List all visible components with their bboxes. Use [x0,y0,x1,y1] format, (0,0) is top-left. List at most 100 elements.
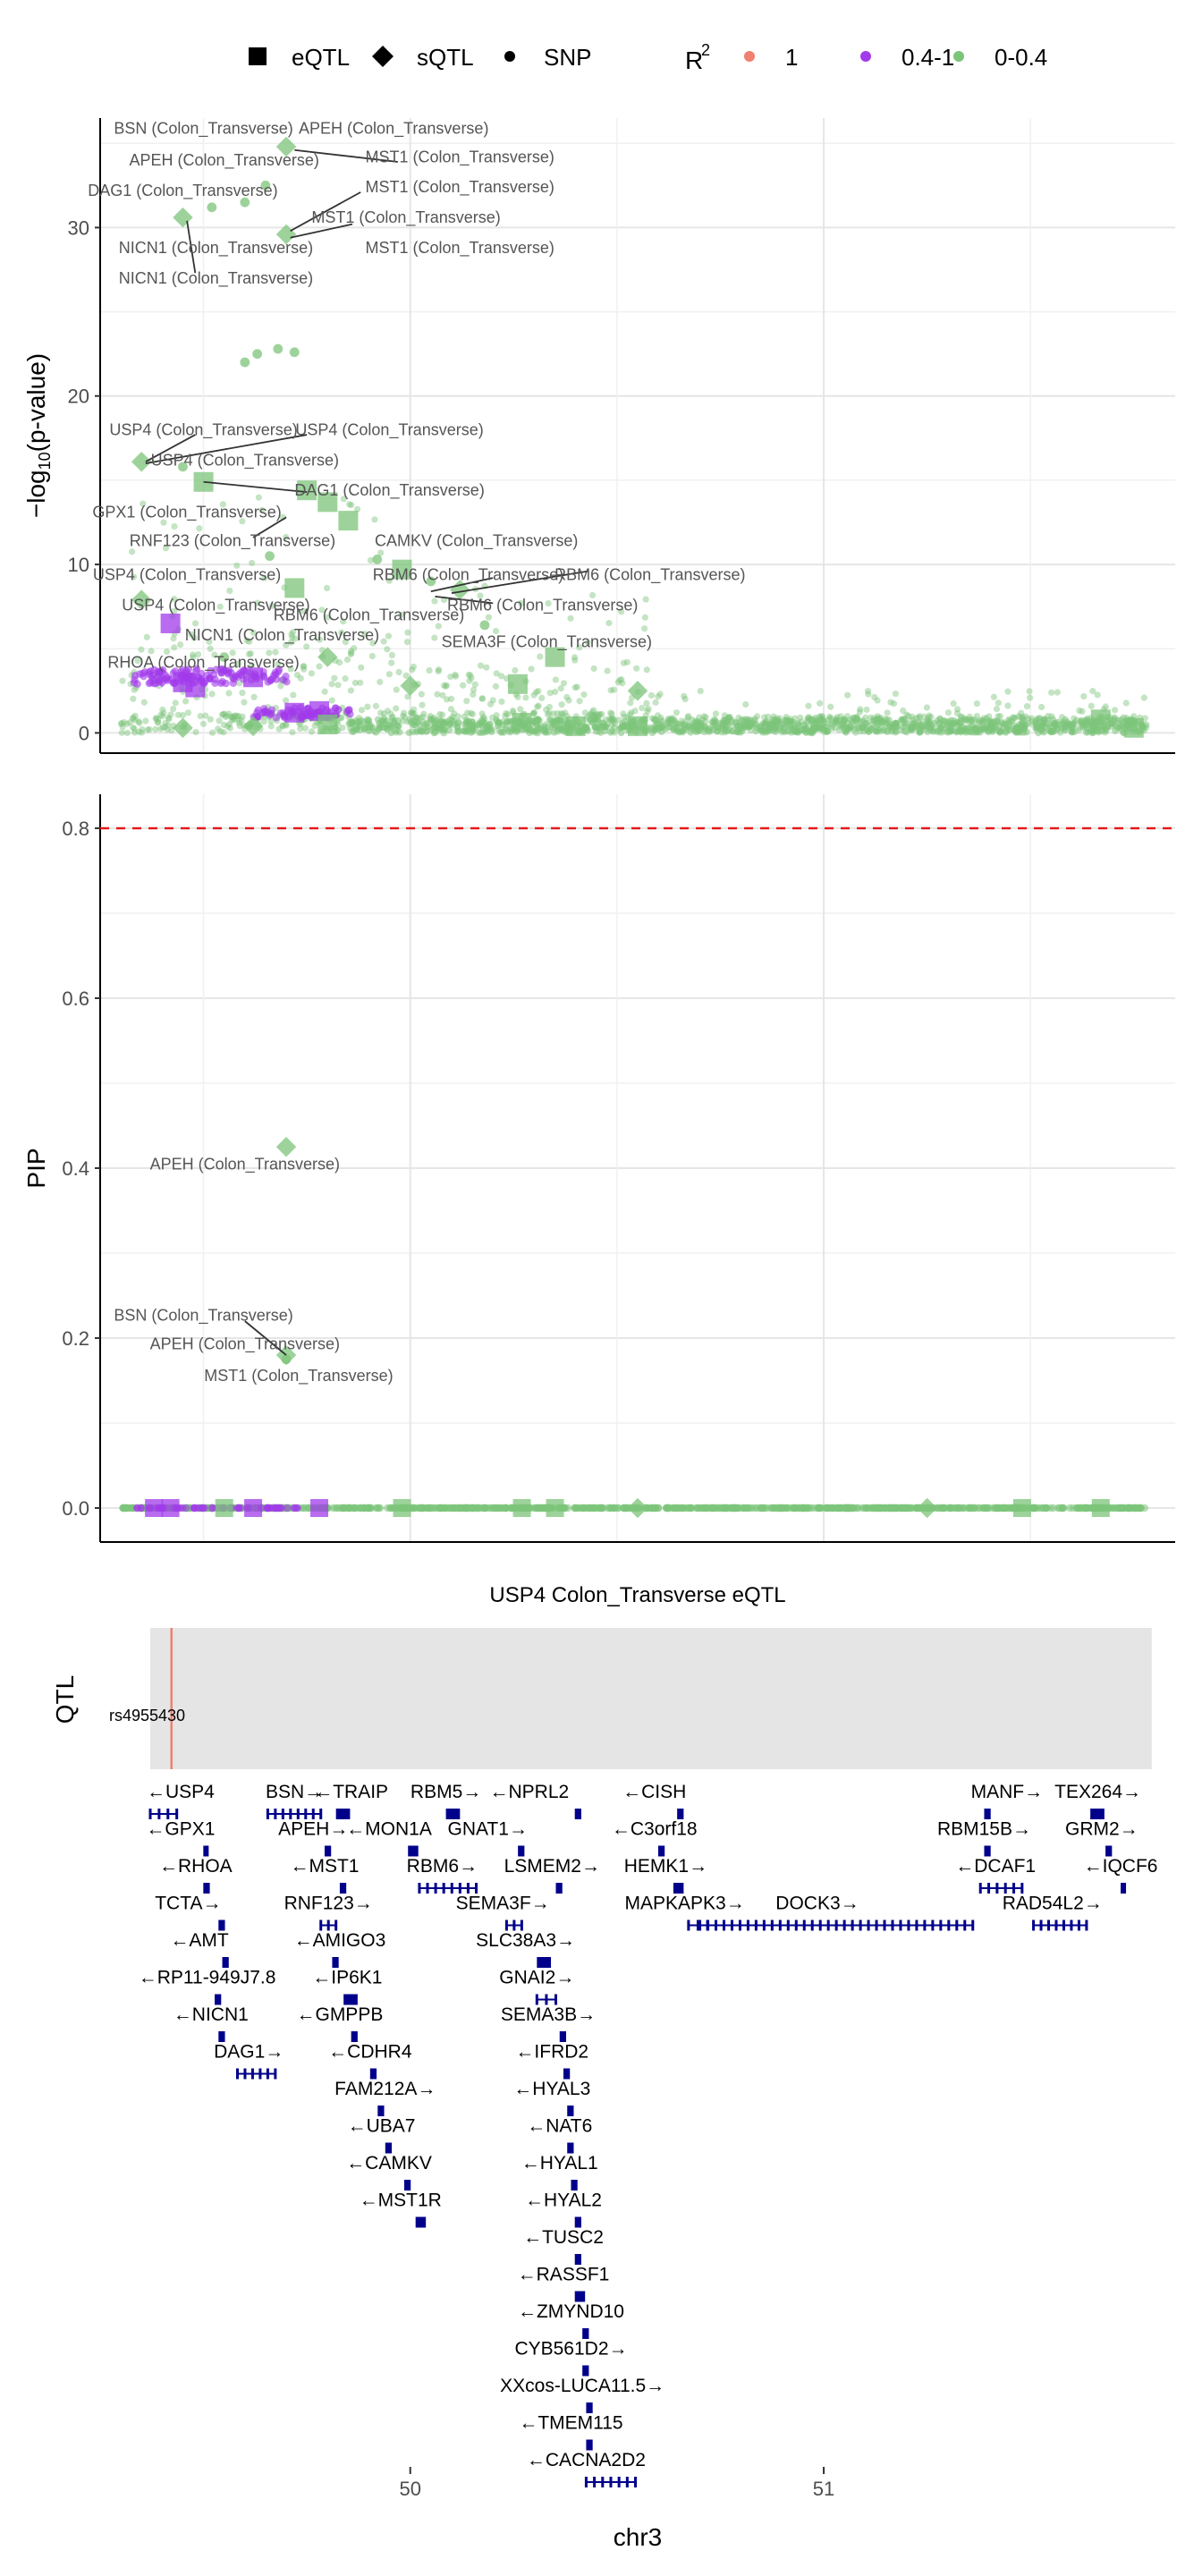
snp-point-mark [404,693,411,700]
snp-point-mark [272,1504,281,1513]
snp-point-mark [761,714,768,721]
snp-point-mark [813,724,821,733]
snp-point-mark [308,670,316,677]
gene-exon-mark [377,2106,385,2116]
snp-point-mark [996,712,1003,720]
snp-point-mark [346,501,353,508]
snp-point-mark [489,697,496,704]
snp-point-mark [215,725,222,733]
snp-point-mark [554,709,561,717]
snp-point-mark [610,718,617,725]
snp-point-mark [340,618,347,625]
gene-exon-mark [554,1994,558,2005]
snp-point-mark [368,1504,376,1513]
snp-point-mark [514,693,521,700]
snp-point-mark [177,641,184,648]
snp-point-mark [730,1504,738,1513]
snp-point-mark [551,721,559,728]
snp-point-mark [670,725,678,733]
gene-exon-mark [834,1919,838,1931]
snp-point-mark [197,713,204,720]
snp-point-mark [742,700,749,708]
snp-point-mark [290,691,297,699]
snp-point-mark [439,691,446,699]
gene-exon-mark [418,1883,421,1894]
snp-point-mark [648,725,656,733]
snp-point-mark [986,718,995,726]
snp-point-mark [419,701,426,708]
gene-label: ←CISH [622,1782,686,1802]
snp-point-mark [300,663,307,670]
snp-point-mark [311,722,318,730]
snp-point-mark [889,1504,898,1513]
snp-point-mark [221,710,228,717]
snp-point-mark [1140,694,1147,701]
snp-point-mark [990,693,997,700]
snp-point-mark [1065,1504,1074,1513]
snp-point-mark [140,500,147,507]
snp-point-mark [767,720,775,727]
snp-point-mark [250,693,258,700]
snp-point-mark [409,709,417,716]
legend-diamond-icon [372,46,394,67]
gene-label: RAD54L2→ [1003,1894,1103,1914]
snp-point-mark [220,729,227,736]
snp-point-mark [833,716,840,724]
snp-point-mark [838,720,846,728]
snp-point-mark [989,724,997,732]
snp-point-mark [130,695,137,702]
snp-square-mark [507,674,528,694]
y-tick-label: 0.0 [62,1497,89,1520]
snp-point-mark [123,720,131,727]
snp-point-mark [805,1504,813,1513]
snp-point-mark [354,717,362,725]
point-annotation: DAG1 (Colon_Transverse) [88,182,277,200]
snp-point-mark [393,686,400,693]
gene-exon-mark [403,2180,411,2190]
snp-point-mark [410,663,418,671]
snp-point-mark [347,648,355,655]
snp-point-mark [477,729,485,736]
gene-exon-mark [802,1919,806,1931]
gene-rnf123: RNF123→ [284,1894,373,1931]
snp-point-mark [1071,715,1078,722]
gene-exon-mark [851,1919,854,1931]
snp-point-mark [225,721,233,728]
snp-point-mark [805,702,812,709]
snp-point-mark [1027,694,1034,701]
snp-point-mark [131,675,139,684]
snp-square-mark [297,480,317,501]
snp-point-mark [385,671,393,678]
snp-point-mark [1008,717,1015,725]
snp-point-mark [283,697,290,704]
snp-point-mark [404,629,411,636]
snp-point-mark [157,711,165,718]
snp-point-mark [539,726,546,734]
snp-point-mark [762,718,769,726]
gene-exon-mark [559,2031,566,2042]
snp-point-mark [303,643,310,650]
snp-point-mark [584,639,591,646]
snp-point-mark [1037,714,1044,722]
snp-point-mark [435,666,443,674]
snp-point-mark [531,716,539,724]
snp-point-mark [944,709,952,716]
snp-point-mark [178,462,188,472]
snp-point-mark [631,708,639,715]
gene-exon-mark [609,2477,613,2487]
legend-square-icon [249,47,267,65]
snp-point-mark [1004,702,1012,709]
snp-point-mark [604,667,611,674]
snp-point-mark [409,721,417,729]
snp-point-mark [348,649,355,657]
snp-point-mark [571,1504,580,1513]
snp-point-mark [412,728,420,736]
snp-point-mark [393,705,400,712]
y-axis-label-part: −log [22,470,50,518]
snp-point-mark [328,681,335,688]
snp-point-mark [238,716,245,724]
snp-point-mark [1026,688,1033,695]
snp-point-mark [467,721,475,729]
gene-exon-mark [571,2180,578,2190]
